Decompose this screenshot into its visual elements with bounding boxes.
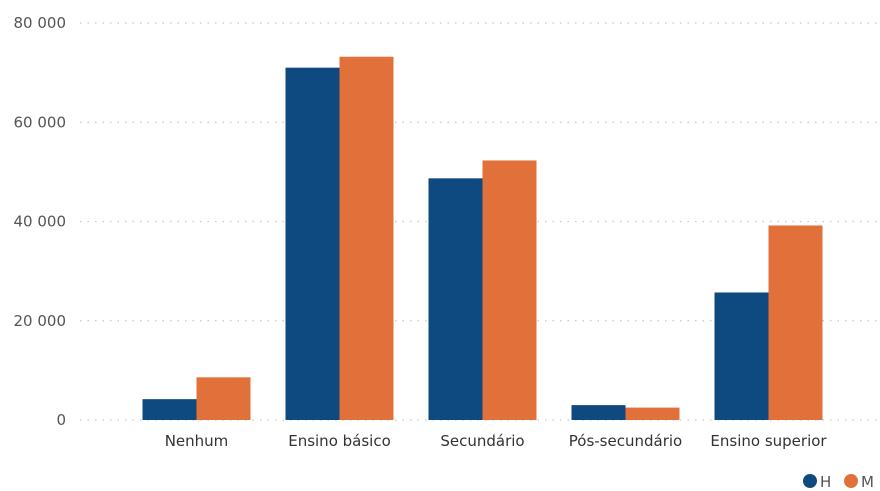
bars [142,56,823,421]
bar-m-5[interactable] [768,225,823,420]
y-tick-label: 0 [56,411,66,429]
bar-m-2[interactable] [339,56,394,421]
bar-h-4[interactable] [571,405,626,420]
y-tick-label: 40 000 [14,213,67,231]
legend-marker-h[interactable] [803,474,817,488]
bar-m-4[interactable] [625,407,680,420]
legend-marker-m[interactable] [844,474,858,488]
y-tick-label: 80 000 [14,14,67,32]
bar-h-2[interactable] [285,67,340,420]
bar-h-5[interactable] [714,292,769,420]
x-axis-categories: Nenhum Ensino básico Secundário Pós-secundá… [165,432,828,450]
x-category-label: Secundário [440,432,524,450]
y-tick-label: 20 000 [14,312,67,330]
x-category-label: Ensino superior [710,432,827,450]
bar-h-3[interactable] [428,178,483,420]
bar-m-1[interactable] [196,377,251,420]
x-category-label: Pós-secundário [569,432,682,450]
bar-h-1[interactable] [142,399,197,420]
legend-label-m[interactable]: M [861,473,874,491]
legend-label-h[interactable]: H [820,473,831,491]
bar-m-3[interactable] [482,160,537,420]
x-category-label: Nenhum [165,432,229,450]
y-tick-label: 60 000 [14,113,67,131]
y-axis-ticks: 0 20 000 40 000 60 000 80 000 [14,14,67,429]
x-category-label: Ensino básico [288,432,391,450]
